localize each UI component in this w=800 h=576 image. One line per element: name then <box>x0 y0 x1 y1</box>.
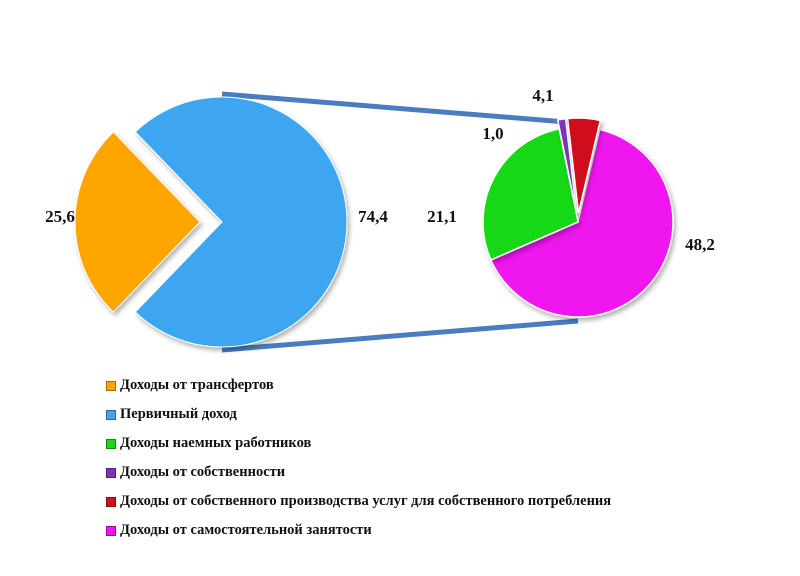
data-label-own-services: 4,1 <box>532 86 553 105</box>
data-label-primary-income: 74,4 <box>358 207 388 226</box>
data-labels: 25,6 74,4 21,1 1,0 4,1 48,2 <box>45 86 715 254</box>
legend-item-own-services: Доходы от собственного производства услу… <box>106 487 611 516</box>
main-pie-slice-первичный-доход <box>134 96 348 348</box>
legend: Доходы от трансфертов Первичный доход До… <box>106 371 611 545</box>
legend-item-employees: Доходы наемных работников <box>106 429 611 458</box>
legend-label: Первичный доход <box>120 406 237 422</box>
legend-swatch <box>106 496 116 507</box>
main-pie-slice-доходы-от-трансфертов <box>74 131 201 313</box>
main-pie <box>74 96 348 348</box>
data-label-property: 1,0 <box>482 124 503 143</box>
legend-label: Доходы наемных работников <box>120 435 312 451</box>
legend-item-self-employment: Доходы от самостоятельной занятости <box>106 516 611 545</box>
legend-label: Доходы от собственного производства услу… <box>120 493 612 509</box>
connector-line-top <box>221 91 579 126</box>
detail-pie <box>482 117 674 318</box>
legend-label: Доходы от самостоятельной занятости <box>120 522 372 538</box>
data-label-transfers: 25,6 <box>45 207 75 226</box>
legend-swatch <box>106 409 116 420</box>
legend-swatch <box>106 438 116 449</box>
legend-item-transfers: Доходы от трансфертов <box>106 371 611 400</box>
data-label-self-employment: 48,2 <box>685 235 715 254</box>
connector-line-bottom <box>221 318 579 353</box>
data-label-employees: 21,1 <box>427 207 457 226</box>
legend-label: Доходы от трансфертов <box>120 377 274 393</box>
detail-pie-slice-доходы-от-самостоятельной-занятости <box>489 128 674 318</box>
legend-swatch <box>106 525 116 536</box>
legend-item-property: Доходы от собственности <box>106 458 611 487</box>
detail-pie-slice-доходы-от-собственности <box>556 117 578 214</box>
connector-lines <box>221 91 579 353</box>
legend-swatch <box>106 467 116 478</box>
detail-pie-slice-доходы-наемных-работников <box>482 128 579 261</box>
legend-swatch <box>106 380 116 391</box>
detail-pie-slice-доходы-от-собственного-производства-услу <box>566 117 602 214</box>
legend-item-primary-income: Первичный доход <box>106 400 611 429</box>
legend-label: Доходы от собственности <box>120 464 286 480</box>
